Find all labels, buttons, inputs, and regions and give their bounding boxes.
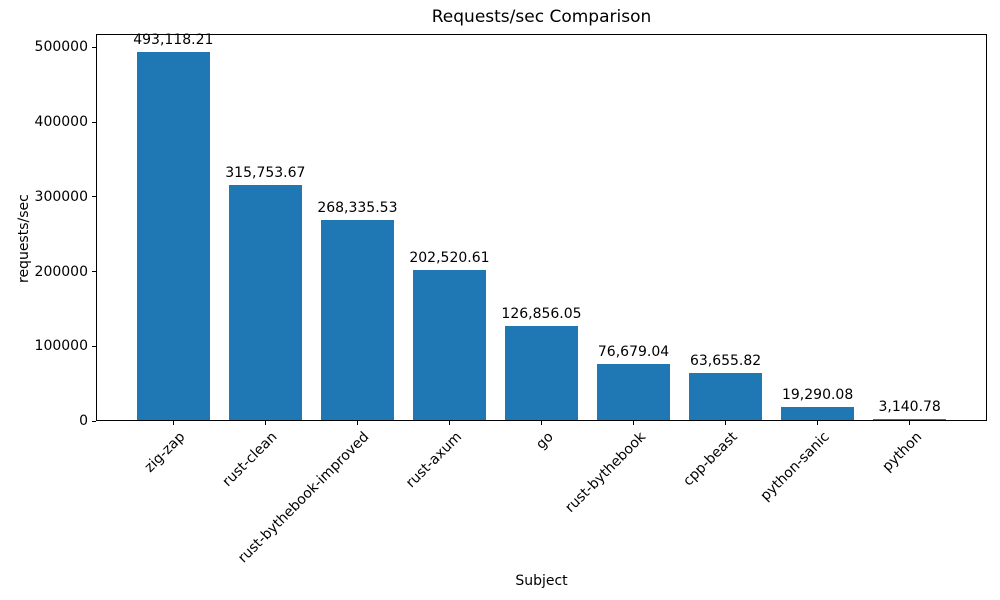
- bar-value-label: 202,520.61: [409, 249, 490, 266]
- bar-rust-bythebook-improved: [320, 220, 395, 421]
- bar-value-label: 3,140.78: [878, 398, 941, 415]
- y-tick-mark: [92, 46, 96, 48]
- x-tick-label: go: [533, 429, 557, 453]
- y-tick-label: 400000: [34, 114, 88, 131]
- bar-go: [504, 326, 579, 421]
- x-tick-label: python-sanic: [757, 429, 833, 505]
- x-tick-mark: [725, 421, 727, 425]
- bar-cpp-beast: [688, 373, 763, 421]
- x-tick-label: python: [879, 429, 926, 475]
- x-tick-label: rust-bythebook: [562, 429, 649, 516]
- x-tick-mark: [448, 421, 450, 425]
- x-tick-label: rust-axum: [402, 429, 465, 492]
- bar-value-label: 76,679.04: [597, 343, 670, 360]
- y-tick-mark: [92, 420, 96, 422]
- bar-rust-clean: [228, 184, 303, 421]
- y-axis-label: requests/sec: [16, 194, 32, 283]
- bar-value-label: 315,753.67: [225, 164, 306, 181]
- bar-value-label: 268,335.53: [317, 200, 398, 217]
- x-tick-mark: [817, 421, 819, 425]
- bar-python-sanic: [780, 406, 855, 421]
- y-tick-label: 500000: [34, 39, 88, 56]
- y-tick-mark: [92, 121, 96, 123]
- bar-python: [872, 418, 947, 421]
- x-tick-mark: [356, 421, 358, 425]
- x-tick-mark: [633, 421, 635, 425]
- x-tick-mark: [172, 421, 174, 425]
- bar-value-label: 63,655.82: [689, 353, 762, 370]
- x-tick-mark: [264, 421, 266, 425]
- chart-title: Requests/sec Comparison: [431, 7, 652, 27]
- bar-rust-axum: [412, 269, 487, 421]
- bar-value-label: 493,118.21: [133, 32, 214, 49]
- bar-rust-bythebook: [596, 363, 671, 421]
- y-tick-label: 0: [79, 413, 88, 429]
- y-tick-label: 300000: [34, 188, 88, 205]
- x-tick-label: cpp-beast: [680, 429, 741, 490]
- y-tick-mark: [92, 271, 96, 272]
- x-tick-mark: [909, 421, 911, 425]
- y-tick-label: 100000: [34, 338, 88, 355]
- x-tick-label: rust-clean: [219, 429, 281, 490]
- y-tick-mark: [92, 345, 96, 347]
- bar-value-label: 126,856.05: [501, 306, 582, 323]
- y-tick-label: 200000: [34, 263, 88, 280]
- x-tick-label: zig-zap: [141, 429, 189, 476]
- bar-value-label: 19,290.08: [781, 386, 854, 403]
- y-tick-mark: [92, 196, 96, 198]
- x-axis-label: Subject: [515, 573, 568, 589]
- x-tick-mark: [541, 421, 542, 425]
- bar-zig-zap: [136, 52, 211, 421]
